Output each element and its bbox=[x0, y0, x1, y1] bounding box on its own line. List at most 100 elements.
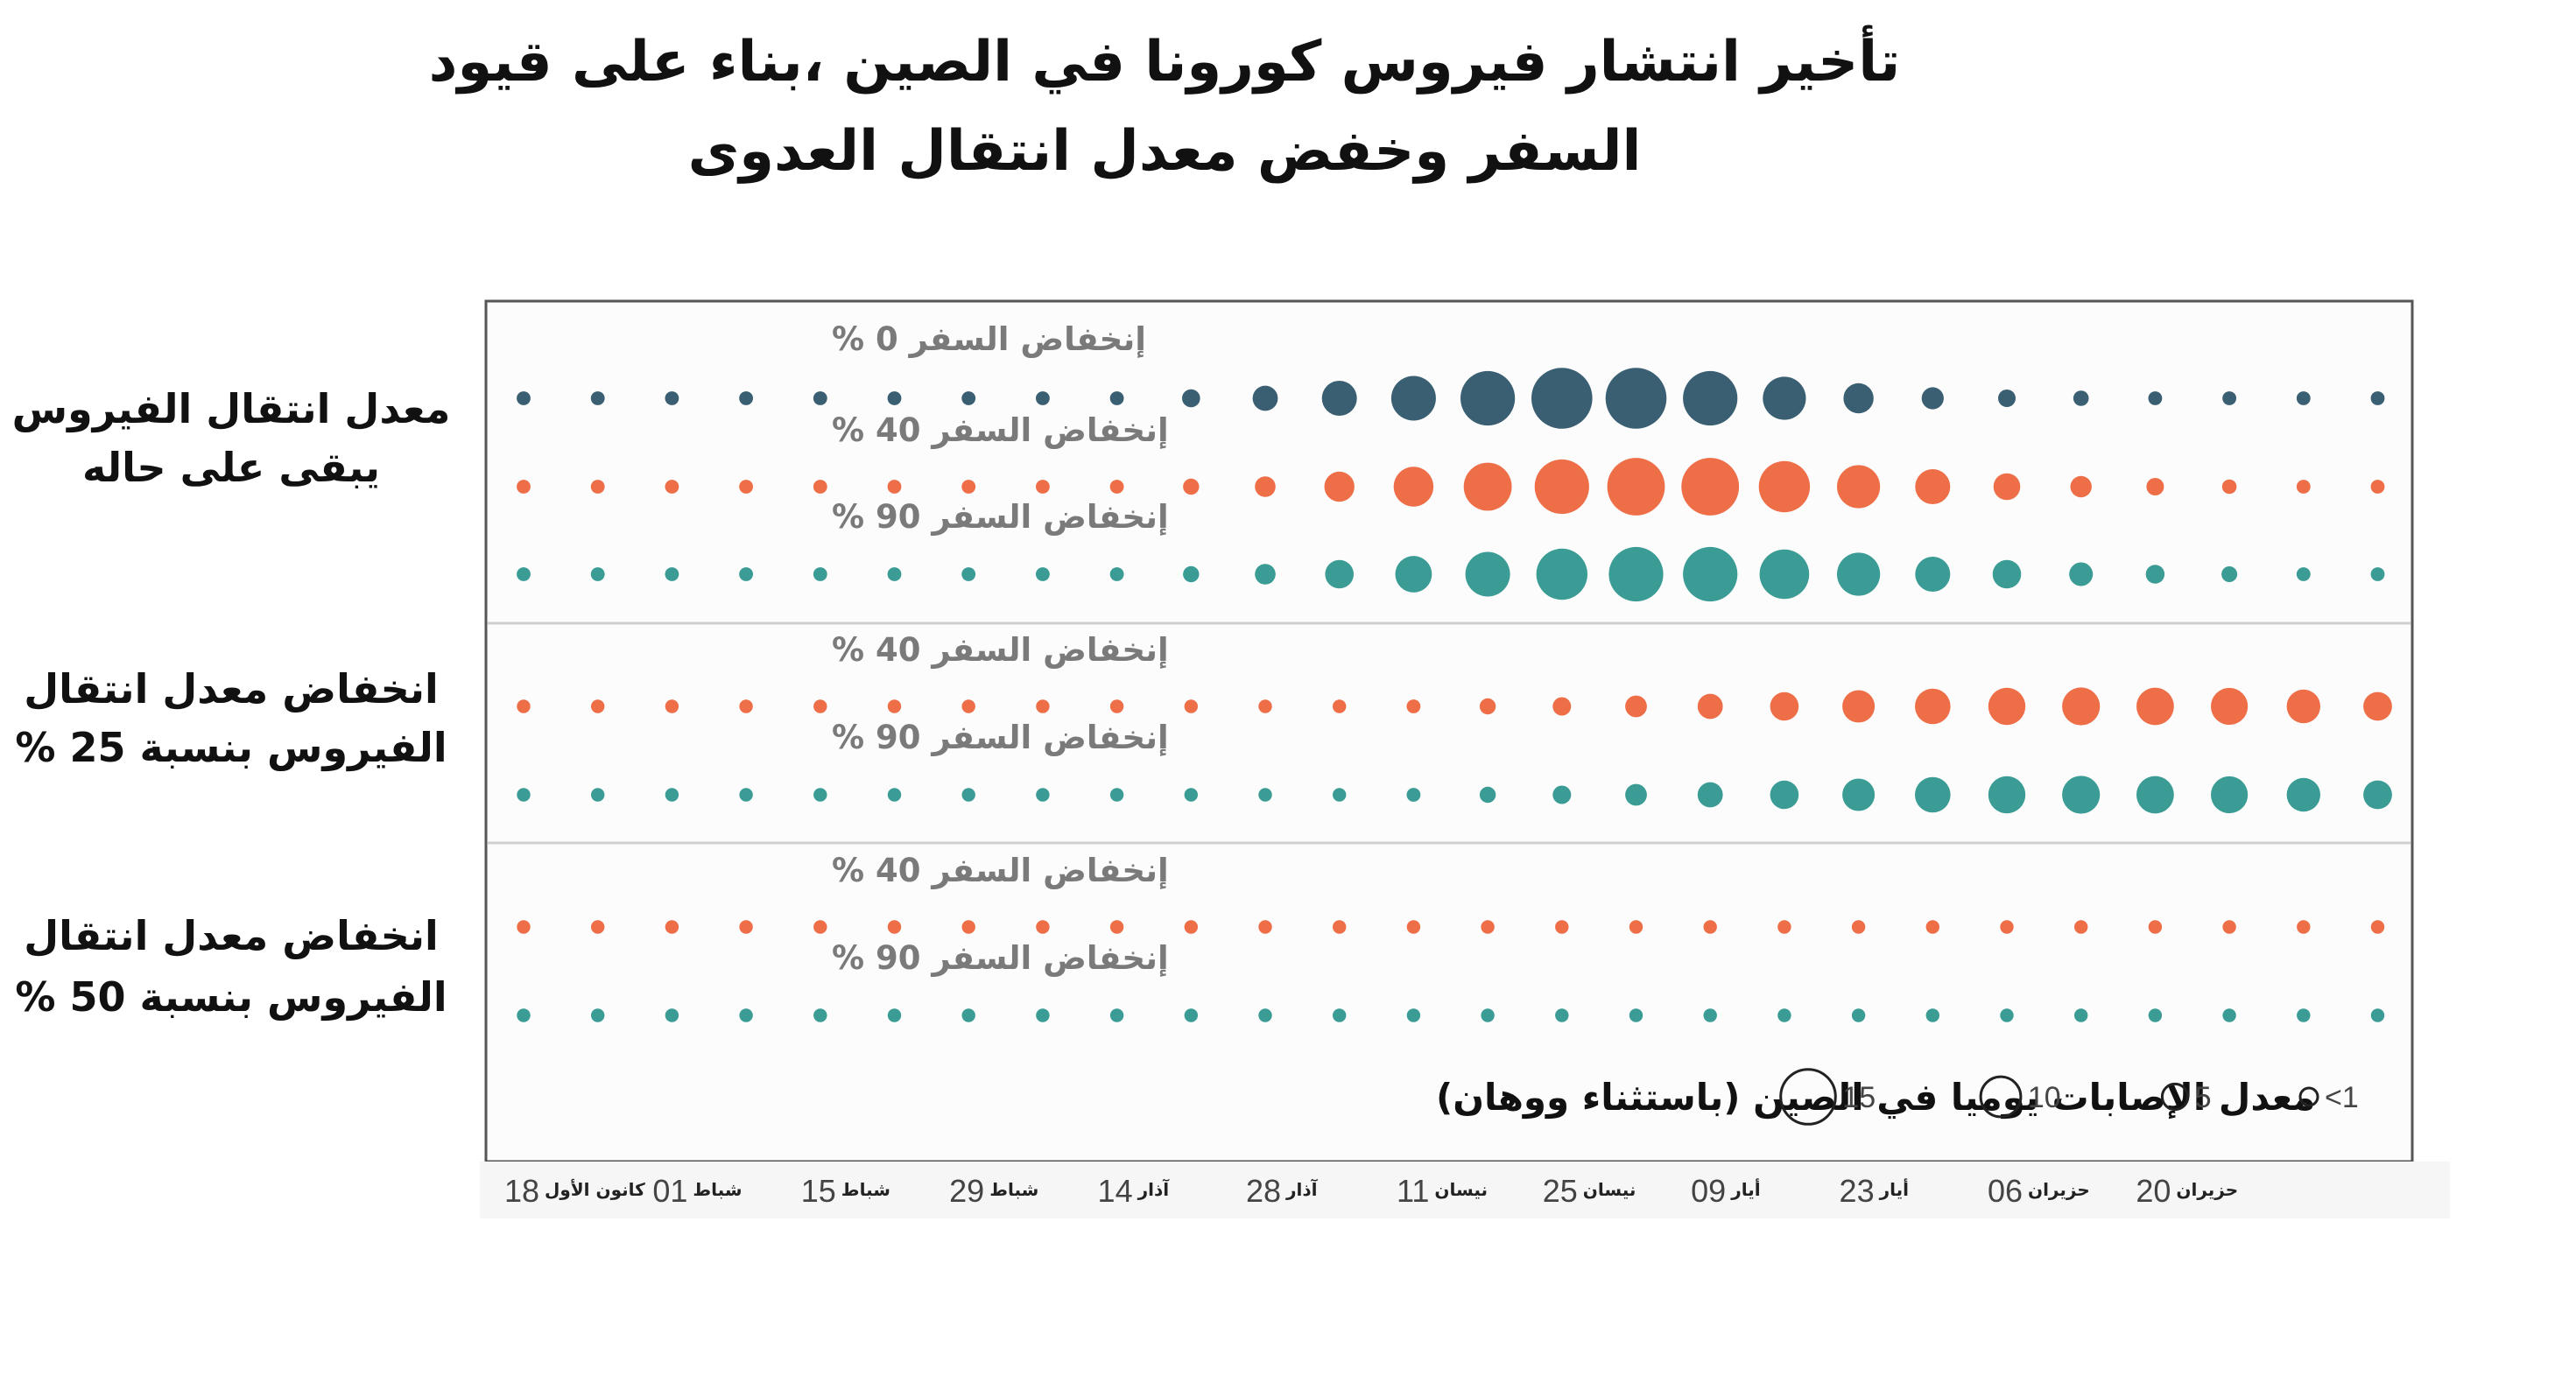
data-bubble bbox=[591, 699, 605, 713]
data-bubble bbox=[887, 391, 902, 405]
data-bubble bbox=[2074, 920, 2088, 934]
data-bubble bbox=[2363, 691, 2392, 721]
panel-label: الفيروس بنسبة 25 % bbox=[15, 724, 447, 771]
data-bubble bbox=[813, 920, 827, 934]
series-label: إنخفاض السفر 90 % bbox=[832, 719, 1169, 756]
data-bubble bbox=[1837, 465, 1881, 509]
x-tick-month: آذار bbox=[1285, 1178, 1319, 1200]
data-bubble bbox=[813, 788, 827, 802]
legend-circle bbox=[1979, 1075, 2023, 1119]
data-bubble bbox=[1325, 559, 1354, 589]
data-bubble bbox=[1182, 389, 1200, 408]
series-label: إنخفاض السفر 40 % bbox=[832, 411, 1169, 449]
data-bubble bbox=[2148, 391, 2163, 405]
data-bubble bbox=[1921, 387, 1944, 410]
data-bubble bbox=[961, 567, 976, 581]
data-bubble bbox=[1759, 549, 1810, 600]
data-bubble bbox=[813, 567, 827, 581]
data-bubble bbox=[1395, 556, 1432, 593]
data-bubble bbox=[1605, 368, 1667, 429]
data-bubble bbox=[2062, 687, 2101, 726]
data-bubble bbox=[2286, 777, 2320, 812]
data-bubble bbox=[1536, 548, 1588, 600]
x-tick-month: آذار bbox=[1137, 1178, 1171, 1200]
data-bubble bbox=[1406, 699, 1421, 713]
data-bubble bbox=[1184, 699, 1199, 713]
data-bubble bbox=[1036, 391, 1050, 405]
data-bubble bbox=[961, 788, 975, 802]
data-bubble bbox=[2148, 920, 2163, 934]
x-tick-month: نيسان bbox=[1434, 1179, 1488, 1200]
data-bubble bbox=[813, 480, 827, 494]
data-bubble bbox=[1555, 1008, 1569, 1022]
data-bubble bbox=[887, 699, 902, 713]
data-bubble bbox=[1479, 698, 1496, 715]
x-tick-number: 29 bbox=[949, 1173, 984, 1209]
x-tick-month: أيار bbox=[1879, 1177, 1909, 1200]
series-label: إنخفاض السفر 0 % bbox=[832, 320, 1146, 358]
data-bubble bbox=[2363, 780, 2392, 810]
x-tick-number: 20 bbox=[2136, 1173, 2171, 1209]
data-bubble bbox=[2370, 1008, 2385, 1022]
series-label: إنخفاض السفر 90 % bbox=[832, 498, 1169, 536]
data-bubble bbox=[1777, 1008, 1791, 1022]
data-bubble bbox=[1109, 920, 1124, 934]
panel-label: معدل انتقال الفيروس bbox=[12, 385, 451, 432]
data-bubble bbox=[739, 920, 753, 934]
data-bubble bbox=[1988, 776, 2026, 814]
data-bubble bbox=[665, 699, 679, 713]
data-bubble bbox=[2296, 391, 2311, 405]
data-bubble bbox=[1770, 780, 1799, 810]
data-bubble bbox=[2073, 390, 2089, 406]
data-bubble bbox=[2222, 391, 2237, 405]
data-bubble bbox=[665, 1008, 679, 1022]
data-bubble bbox=[1390, 376, 1436, 421]
data-bubble bbox=[2146, 478, 2164, 495]
data-bubble bbox=[2062, 776, 2101, 814]
data-bubble bbox=[2069, 562, 2094, 586]
data-bubble bbox=[1703, 1008, 1717, 1022]
data-bubble bbox=[2211, 776, 2249, 814]
data-bubble bbox=[887, 480, 902, 494]
chart-title-line2: السفر وخفض معدل انتقال العدوى bbox=[687, 119, 1642, 184]
data-bubble bbox=[1629, 1008, 1643, 1022]
data-bubble bbox=[2145, 565, 2165, 584]
data-bubble bbox=[1333, 699, 1347, 713]
data-bubble bbox=[1842, 778, 1876, 811]
data-bubble bbox=[1258, 920, 1272, 934]
data-bubble bbox=[1988, 687, 2026, 726]
data-bubble bbox=[1258, 699, 1272, 713]
data-bubble bbox=[1183, 478, 1200, 495]
data-bubble bbox=[1925, 1008, 1939, 1022]
data-bubble bbox=[1406, 788, 1421, 802]
data-bubble bbox=[1036, 567, 1050, 581]
x-tick-number: 25 bbox=[1543, 1173, 1578, 1209]
data-bubble bbox=[1625, 783, 1647, 806]
data-bubble bbox=[2074, 1008, 2088, 1022]
panel-label: انخفاض معدل انتقال bbox=[24, 912, 439, 959]
data-bubble bbox=[1770, 691, 1799, 721]
data-bubble bbox=[1183, 565, 1200, 583]
data-bubble bbox=[961, 391, 976, 405]
data-bubble bbox=[1837, 552, 1881, 596]
data-bubble bbox=[591, 788, 605, 802]
data-bubble bbox=[2148, 1008, 2163, 1022]
legend-value: 10 bbox=[2028, 1081, 2061, 1114]
data-bubble bbox=[1184, 1008, 1199, 1022]
x-tick-number: 09 bbox=[1691, 1173, 1726, 1209]
data-bubble bbox=[2136, 687, 2174, 726]
x-tick-month: شباط bbox=[841, 1179, 890, 1200]
x-tick-number: 28 bbox=[1246, 1173, 1281, 1209]
data-bubble bbox=[1036, 480, 1050, 494]
data-bubble bbox=[517, 788, 531, 802]
data-bubble bbox=[739, 567, 753, 581]
legend-value: <1 bbox=[2325, 1081, 2359, 1114]
data-bubble bbox=[1184, 788, 1199, 802]
panel-label: يبقى على حاله bbox=[82, 444, 380, 491]
x-tick-number: 11 bbox=[1397, 1173, 1429, 1209]
data-bubble bbox=[1036, 699, 1050, 713]
data-bubble bbox=[665, 567, 679, 581]
legend-circle bbox=[1779, 1068, 1837, 1126]
legend-circle bbox=[2298, 1086, 2319, 1107]
